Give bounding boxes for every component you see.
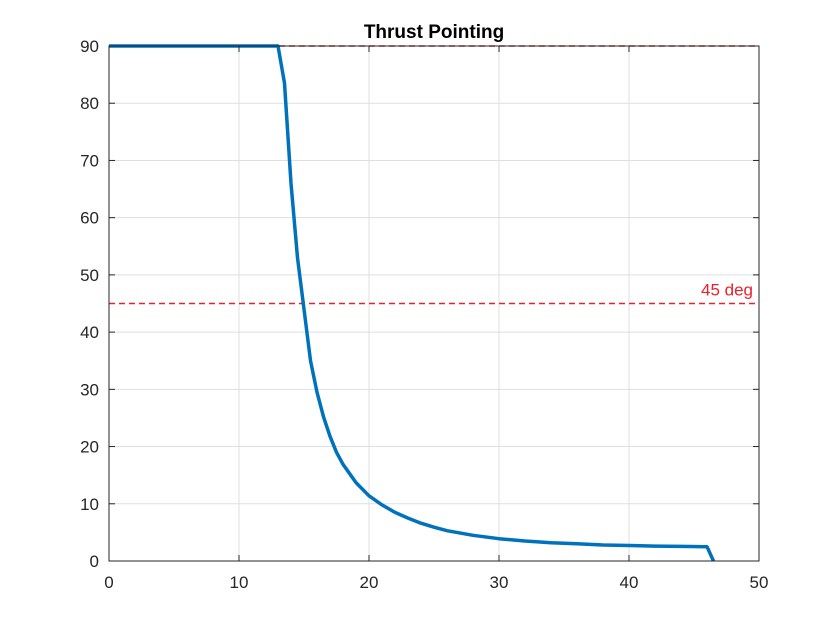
x-tick-label: 20: [360, 573, 379, 592]
x-tick-label: 10: [230, 573, 249, 592]
x-tick-label: 40: [620, 573, 639, 592]
y-tick-label: 60: [80, 209, 99, 228]
x-axis-ticks: 0 10 20 30 40 50: [104, 46, 768, 592]
y-tick-label: 50: [80, 266, 99, 285]
chart-title: Thrust Pointing: [364, 22, 504, 43]
y-tick-label: 40: [80, 323, 99, 342]
x-tick-label: 0: [104, 573, 113, 592]
y-tick-label: 30: [80, 380, 99, 399]
series-group: [109, 44, 716, 562]
x-tick-label: 30: [490, 573, 509, 592]
reference-line-label: 45 deg: [701, 281, 753, 300]
axes-box: [108, 45, 760, 562]
y-tick-label: 0: [90, 552, 99, 571]
y-tick-label: 20: [80, 438, 99, 457]
series-line-0: [109, 44, 716, 562]
y-tick-label: 80: [80, 94, 99, 113]
y-tick-label: 70: [80, 151, 99, 170]
y-tick-label: 90: [80, 37, 99, 56]
x-tick-label: 50: [750, 573, 769, 592]
y-axis-ticks: 0 10 20 30 40 50 60 70 80 90: [80, 37, 759, 571]
y-tick-label: 10: [80, 495, 99, 514]
